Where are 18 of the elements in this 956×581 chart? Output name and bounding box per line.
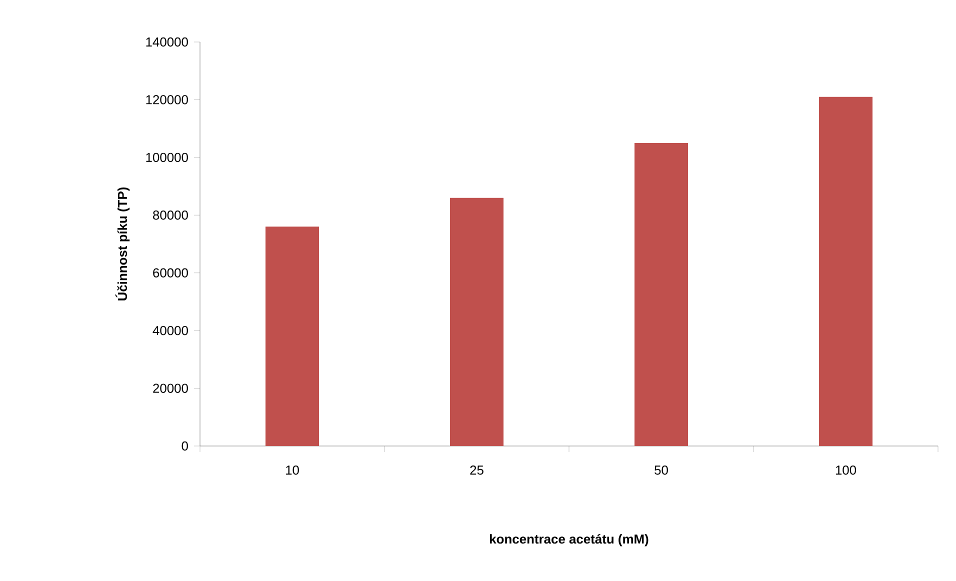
y-tick-label: 80000 [153,210,188,220]
x-axis-title: koncentrace acetátu (mM) [490,534,648,546]
y-axis-title: Účinnost píku (TP) [115,187,130,300]
y-tick-label: 0 [182,441,188,451]
x-tick-label: 25 [470,466,484,475]
y-tick-label: 100000 [146,152,188,162]
y-tick-label: 120000 [146,95,188,104]
x-tick-label: 100 [836,466,856,475]
y-tick-label: 40000 [152,326,188,336]
x-tick-label: 50 [654,466,668,475]
y-tick-label: 140000 [146,37,188,47]
bar [819,96,873,446]
y-tick-label: 60000 [153,268,188,278]
x-tick-label: 10 [286,466,299,475]
bar [266,226,320,446]
bar [450,198,504,446]
bar [634,142,688,446]
y-tick-label: 20000 [153,384,188,393]
